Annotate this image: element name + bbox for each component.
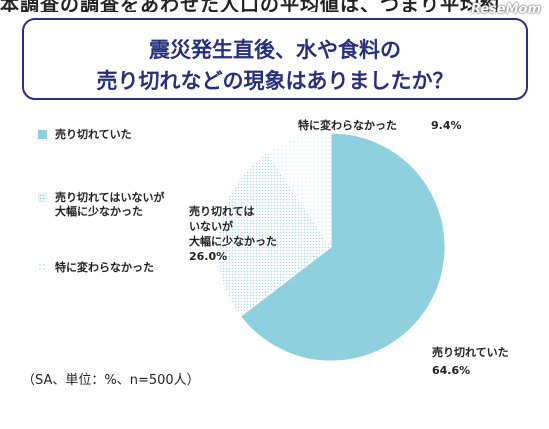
legend-label-unchanged: 特に変わらなかった bbox=[55, 261, 154, 274]
question-line-1: 震災発生直後、水や食料の bbox=[149, 38, 401, 62]
legend-label-scarce: 売り切れてはいないが 大幅に少なかった bbox=[55, 191, 165, 218]
slice-value-1: 26.0% bbox=[189, 250, 227, 263]
footnote: （SA、単位：%、n=500人） bbox=[22, 373, 200, 388]
legend-item-scarce: 売り切れてはいないが 大幅に少なかった bbox=[38, 191, 164, 219]
slice-label-0: 売り切れていた bbox=[432, 345, 509, 359]
slice-label-1: 売り切れてはいないが大幅に少なかった bbox=[189, 204, 277, 248]
legend-swatch-unchanged bbox=[38, 263, 47, 272]
top-header-strip: 本調査の調査をあわせた人口の平均値は、つまり平均約 bbox=[0, 0, 549, 12]
legend-swatch-scarce bbox=[38, 193, 47, 202]
legend-label-sold-out: 売り切れていた bbox=[55, 128, 132, 141]
slice-value-2: 9.4% bbox=[431, 119, 462, 132]
question-line-2: 売り切れなどの現象はありましたか？ bbox=[96, 69, 454, 93]
pie-slice-2 bbox=[266, 132, 332, 249]
legend-item-sold-out: 売り切れていた bbox=[38, 128, 132, 142]
header-truncated-text: 本調査の調査をあわせた人口の平均値は、つまり平均約 bbox=[0, 0, 501, 12]
pie-slice-0 bbox=[239, 132, 446, 362]
question-box: 震災発生直後、水や食料の 売り切れなどの現象はありましたか？ bbox=[22, 18, 528, 100]
resemom-logo: ReseMom bbox=[470, 2, 541, 17]
slice-label-2: 特に変わらなかった bbox=[298, 118, 397, 132]
slice-value-0: 64.6% bbox=[432, 364, 470, 377]
pie-slice-1 bbox=[216, 151, 332, 318]
legend-item-unchanged: 特に変わらなかった bbox=[38, 261, 154, 275]
legend-swatch-sold-out bbox=[38, 130, 47, 139]
